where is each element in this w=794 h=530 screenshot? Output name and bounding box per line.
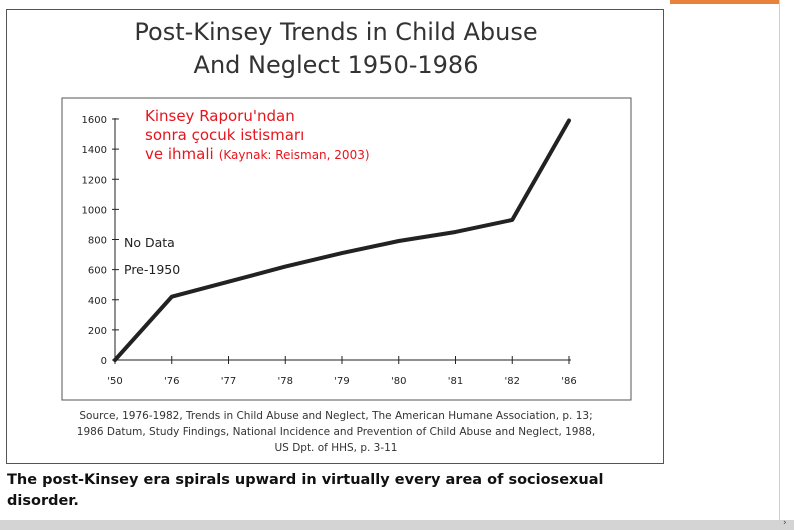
overlay-line-1: Kinsey Raporu'ndan: [145, 107, 295, 125]
x-tick-label: '77: [221, 376, 236, 387]
overlay-line-2: sonra çocuk istismarı: [145, 126, 304, 144]
x-tick-label: '78: [278, 376, 293, 387]
x-tick-label: '86: [561, 376, 576, 387]
overlay-line-3: ve ihmali (Kaynak: Reisman, 2003): [145, 145, 370, 163]
overlay-source: (Kaynak: Reisman, 2003): [219, 148, 370, 162]
series-line: [113, 118, 571, 362]
x-tick-label: '76: [164, 376, 179, 387]
source-note: Source, 1976-1982, Trends in Child Abuse…: [7, 408, 665, 456]
x-tick-label: '50: [107, 376, 122, 387]
y-tick-label: 400: [88, 296, 107, 307]
figure-caption: The post-Kinsey era spirals upward in vi…: [7, 472, 604, 509]
chart-title-line-1: Post-Kinsey Trends in Child Abuse: [134, 18, 538, 46]
y-tick-label: 1400: [82, 145, 107, 156]
y-tick-label: 200: [88, 326, 107, 337]
y-tick-label: 1200: [82, 175, 107, 186]
source-line-1: Source, 1976-1982, Trends in Child Abuse…: [79, 410, 593, 422]
x-tick-label: '80: [391, 376, 406, 387]
figure-frame: Post-Kinsey Trends in Child Abuse And Ne…: [6, 9, 664, 464]
y-tick-label: 1600: [82, 115, 107, 126]
y-tick-label: 600: [88, 266, 107, 277]
y-tick-label: 1000: [82, 205, 107, 216]
x-tick-label: '79: [334, 376, 349, 387]
y-tick-label: 0: [101, 356, 107, 367]
horizontal-scrollbar[interactable]: [0, 520, 794, 530]
source-line-3: US Dpt. of HHS, p. 3-11: [274, 442, 398, 454]
overlay-line-3-main: ve ihmali: [145, 145, 214, 163]
x-tick-label: '81: [448, 376, 463, 387]
scroll-right-icon[interactable]: ›: [783, 518, 787, 528]
y-tick-label: 800: [88, 236, 107, 247]
plot-area-border: [61, 97, 632, 401]
chart-title-line-2: And Neglect 1950-1986: [193, 51, 479, 79]
line-chart: 0 200 400 600 800 1000 1200 1400 1600 '50 '76 '77 '…: [61, 97, 632, 401]
annotation-pre-1950: Pre-1950: [124, 262, 180, 277]
accent-bar: [670, 0, 794, 4]
page-scroll-strip[interactable]: [779, 0, 794, 520]
x-tick-label: '82: [505, 376, 520, 387]
annotation-no-data: No Data: [124, 235, 175, 250]
source-line-2: 1986 Datum, Study Findings, National Inc…: [76, 426, 596, 438]
